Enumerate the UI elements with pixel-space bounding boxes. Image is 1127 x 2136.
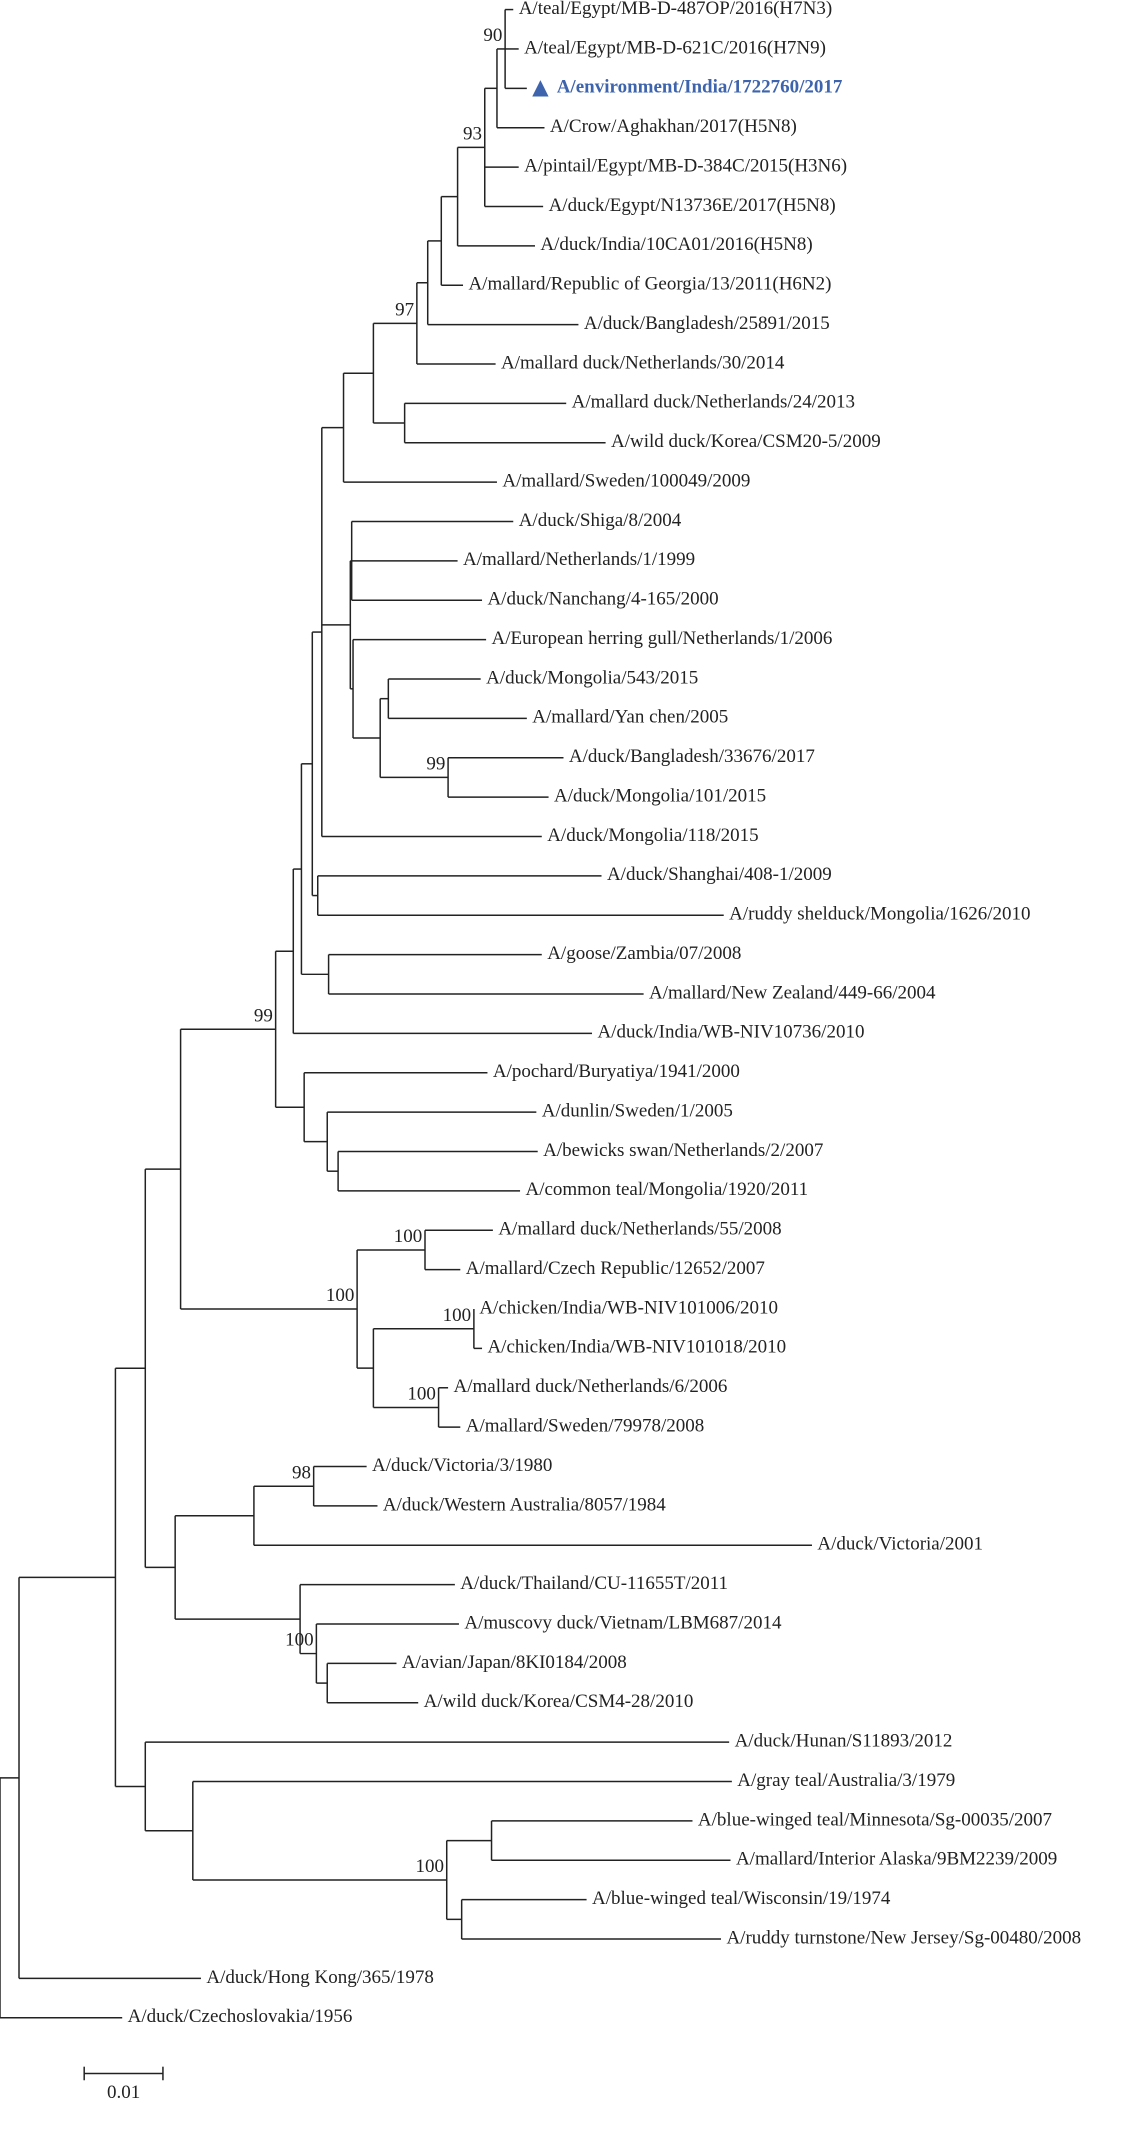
leaf-label: A/duck/Victoria/2001 bbox=[817, 1534, 983, 1555]
bootstrap-value: 100 bbox=[416, 1856, 445, 1877]
leaf-label: A/duck/Egypt/N13736E/2017(H5N8) bbox=[549, 195, 836, 216]
leaf-label: A/common teal/Mongolia/1920/2011 bbox=[525, 1179, 808, 1200]
leaf-label: A/mallard/Sweden/79978/2008 bbox=[466, 1416, 705, 1437]
highlight-marker bbox=[532, 80, 549, 97]
bootstrap-value: 93 bbox=[463, 124, 482, 145]
leaf-label: A/duck/Thailand/CU-11655T/2011 bbox=[460, 1573, 728, 1594]
leaf-label: A/duck/Bangladesh/25891/2015 bbox=[584, 313, 830, 334]
leaf-label: A/mallard/Republic of Georgia/13/2011(H6… bbox=[468, 274, 831, 295]
leaf-label: A/duck/Shiga/8/2004 bbox=[519, 510, 682, 531]
leaf-label: A/mallard duck/Netherlands/30/2014 bbox=[501, 352, 785, 373]
leaf-label: A/European herring gull/Netherlands/1/20… bbox=[492, 628, 833, 649]
leaf-label: A/mallard duck/Netherlands/55/2008 bbox=[498, 1219, 781, 1240]
leaf-label: A/mallard/Sweden/100049/2009 bbox=[502, 470, 750, 491]
leaf-label: A/Crow/Aghakhan/2017(H5N8) bbox=[550, 116, 797, 137]
leaf-label: A/duck/Bangladesh/33676/2017 bbox=[569, 746, 815, 767]
leaf-label: A/mallard/New Zealand/449-66/2004 bbox=[649, 982, 936, 1003]
bootstrap-value: 99 bbox=[426, 754, 445, 775]
bootstrap-value: 100 bbox=[443, 1305, 472, 1326]
leaf-label: A/duck/Hong Kong/365/1978 bbox=[206, 1967, 433, 1988]
leaf-label: A/avian/Japan/8KI0184/2008 bbox=[402, 1652, 627, 1673]
bootstrap-value: 100 bbox=[326, 1285, 355, 1306]
leaf-label: A/chicken/India/WB-NIV101018/2010 bbox=[487, 1337, 786, 1358]
leaf-label: A/duck/Hunan/S11893/2012 bbox=[735, 1731, 953, 1752]
scale-bar-label: 0.01 bbox=[107, 2082, 140, 2103]
bootstrap-value: 99 bbox=[254, 1005, 273, 1026]
leaf-label: A/gray teal/Australia/3/1979 bbox=[737, 1770, 955, 1791]
leaf-label: A/bewicks swan/Netherlands/2/2007 bbox=[543, 1140, 823, 1161]
leaf-label: A/duck/Mongolia/118/2015 bbox=[547, 825, 758, 846]
leaf-label: A/duck/Western Australia/8057/1984 bbox=[383, 1494, 666, 1515]
leaf-label: A/ruddy turnstone/New Jersey/Sg-00480/20… bbox=[726, 1927, 1081, 1948]
leaf-label: A/mallard/Netherlands/1/1999 bbox=[463, 549, 695, 570]
leaf-label: A/duck/Mongolia/101/2015 bbox=[554, 785, 766, 806]
bootstrap-value: 98 bbox=[292, 1462, 311, 1483]
bootstrap-value: 90 bbox=[483, 25, 502, 46]
leaf-label: A/duck/India/10CA01/2016(H5N8) bbox=[540, 234, 812, 255]
leaf-label: A/dunlin/Sweden/1/2005 bbox=[542, 1100, 733, 1121]
leaf-label: A/environment/India/1722760/2017 bbox=[557, 77, 843, 98]
leaf-label: A/duck/Mongolia/543/2015 bbox=[486, 667, 698, 688]
leaf-label: A/blue-winged teal/Minnesota/Sg-00035/20… bbox=[698, 1809, 1052, 1830]
bootstrap-value: 97 bbox=[395, 299, 414, 320]
leaf-label: A/mallard/Czech Republic/12652/2007 bbox=[466, 1258, 765, 1279]
leaf-label: A/chicken/India/WB-NIV101006/2010 bbox=[479, 1297, 778, 1318]
bootstrap-value: 100 bbox=[394, 1226, 423, 1247]
leaf-label: A/duck/India/WB-NIV10736/2010 bbox=[597, 1022, 864, 1043]
leaf-label: A/blue-winged teal/Wisconsin/19/1974 bbox=[592, 1888, 891, 1909]
bootstrap-value: 100 bbox=[407, 1384, 436, 1405]
leaf-label: A/mallard/Interior Alaska/9BM2239/2009 bbox=[736, 1849, 1057, 1870]
leaf-label: A/duck/Shanghai/408-1/2009 bbox=[607, 864, 832, 885]
leaf-label: A/ruddy shelduck/Mongolia/1626/2010 bbox=[729, 904, 1030, 925]
leaf-label: A/mallard duck/Netherlands/24/2013 bbox=[572, 392, 855, 413]
leaf-label: A/teal/Egypt/MB-D-621C/2016(H7N9) bbox=[524, 37, 826, 58]
leaf-label: A/pintail/Egypt/MB-D-384C/2015(H3N6) bbox=[524, 155, 847, 176]
leaf-label: A/wild duck/Korea/CSM4-28/2010 bbox=[424, 1691, 694, 1712]
leaf-label: A/duck/Czechoslovakia/1956 bbox=[128, 2006, 353, 2027]
leaf-label: A/teal/Egypt/MB-D-487OP/2016(H7N3) bbox=[519, 0, 832, 19]
leaf-label: A/duck/Nanchang/4-165/2000 bbox=[487, 589, 718, 610]
leaf-label: A/mallard duck/Netherlands/6/2006 bbox=[454, 1376, 728, 1397]
leaf-label: A/pochard/Buryatiya/1941/2000 bbox=[493, 1061, 740, 1082]
leaf-label: A/wild duck/Korea/CSM20-5/2009 bbox=[611, 431, 881, 452]
leaf-label: A/duck/Victoria/3/1980 bbox=[372, 1455, 552, 1476]
leaf-label: A/goose/Zambia/07/2008 bbox=[547, 943, 741, 964]
leaf-label: A/muscovy duck/Vietnam/LBM687/2014 bbox=[464, 1612, 782, 1633]
leaf-label: A/mallard/Yan chen/2005 bbox=[532, 707, 728, 728]
